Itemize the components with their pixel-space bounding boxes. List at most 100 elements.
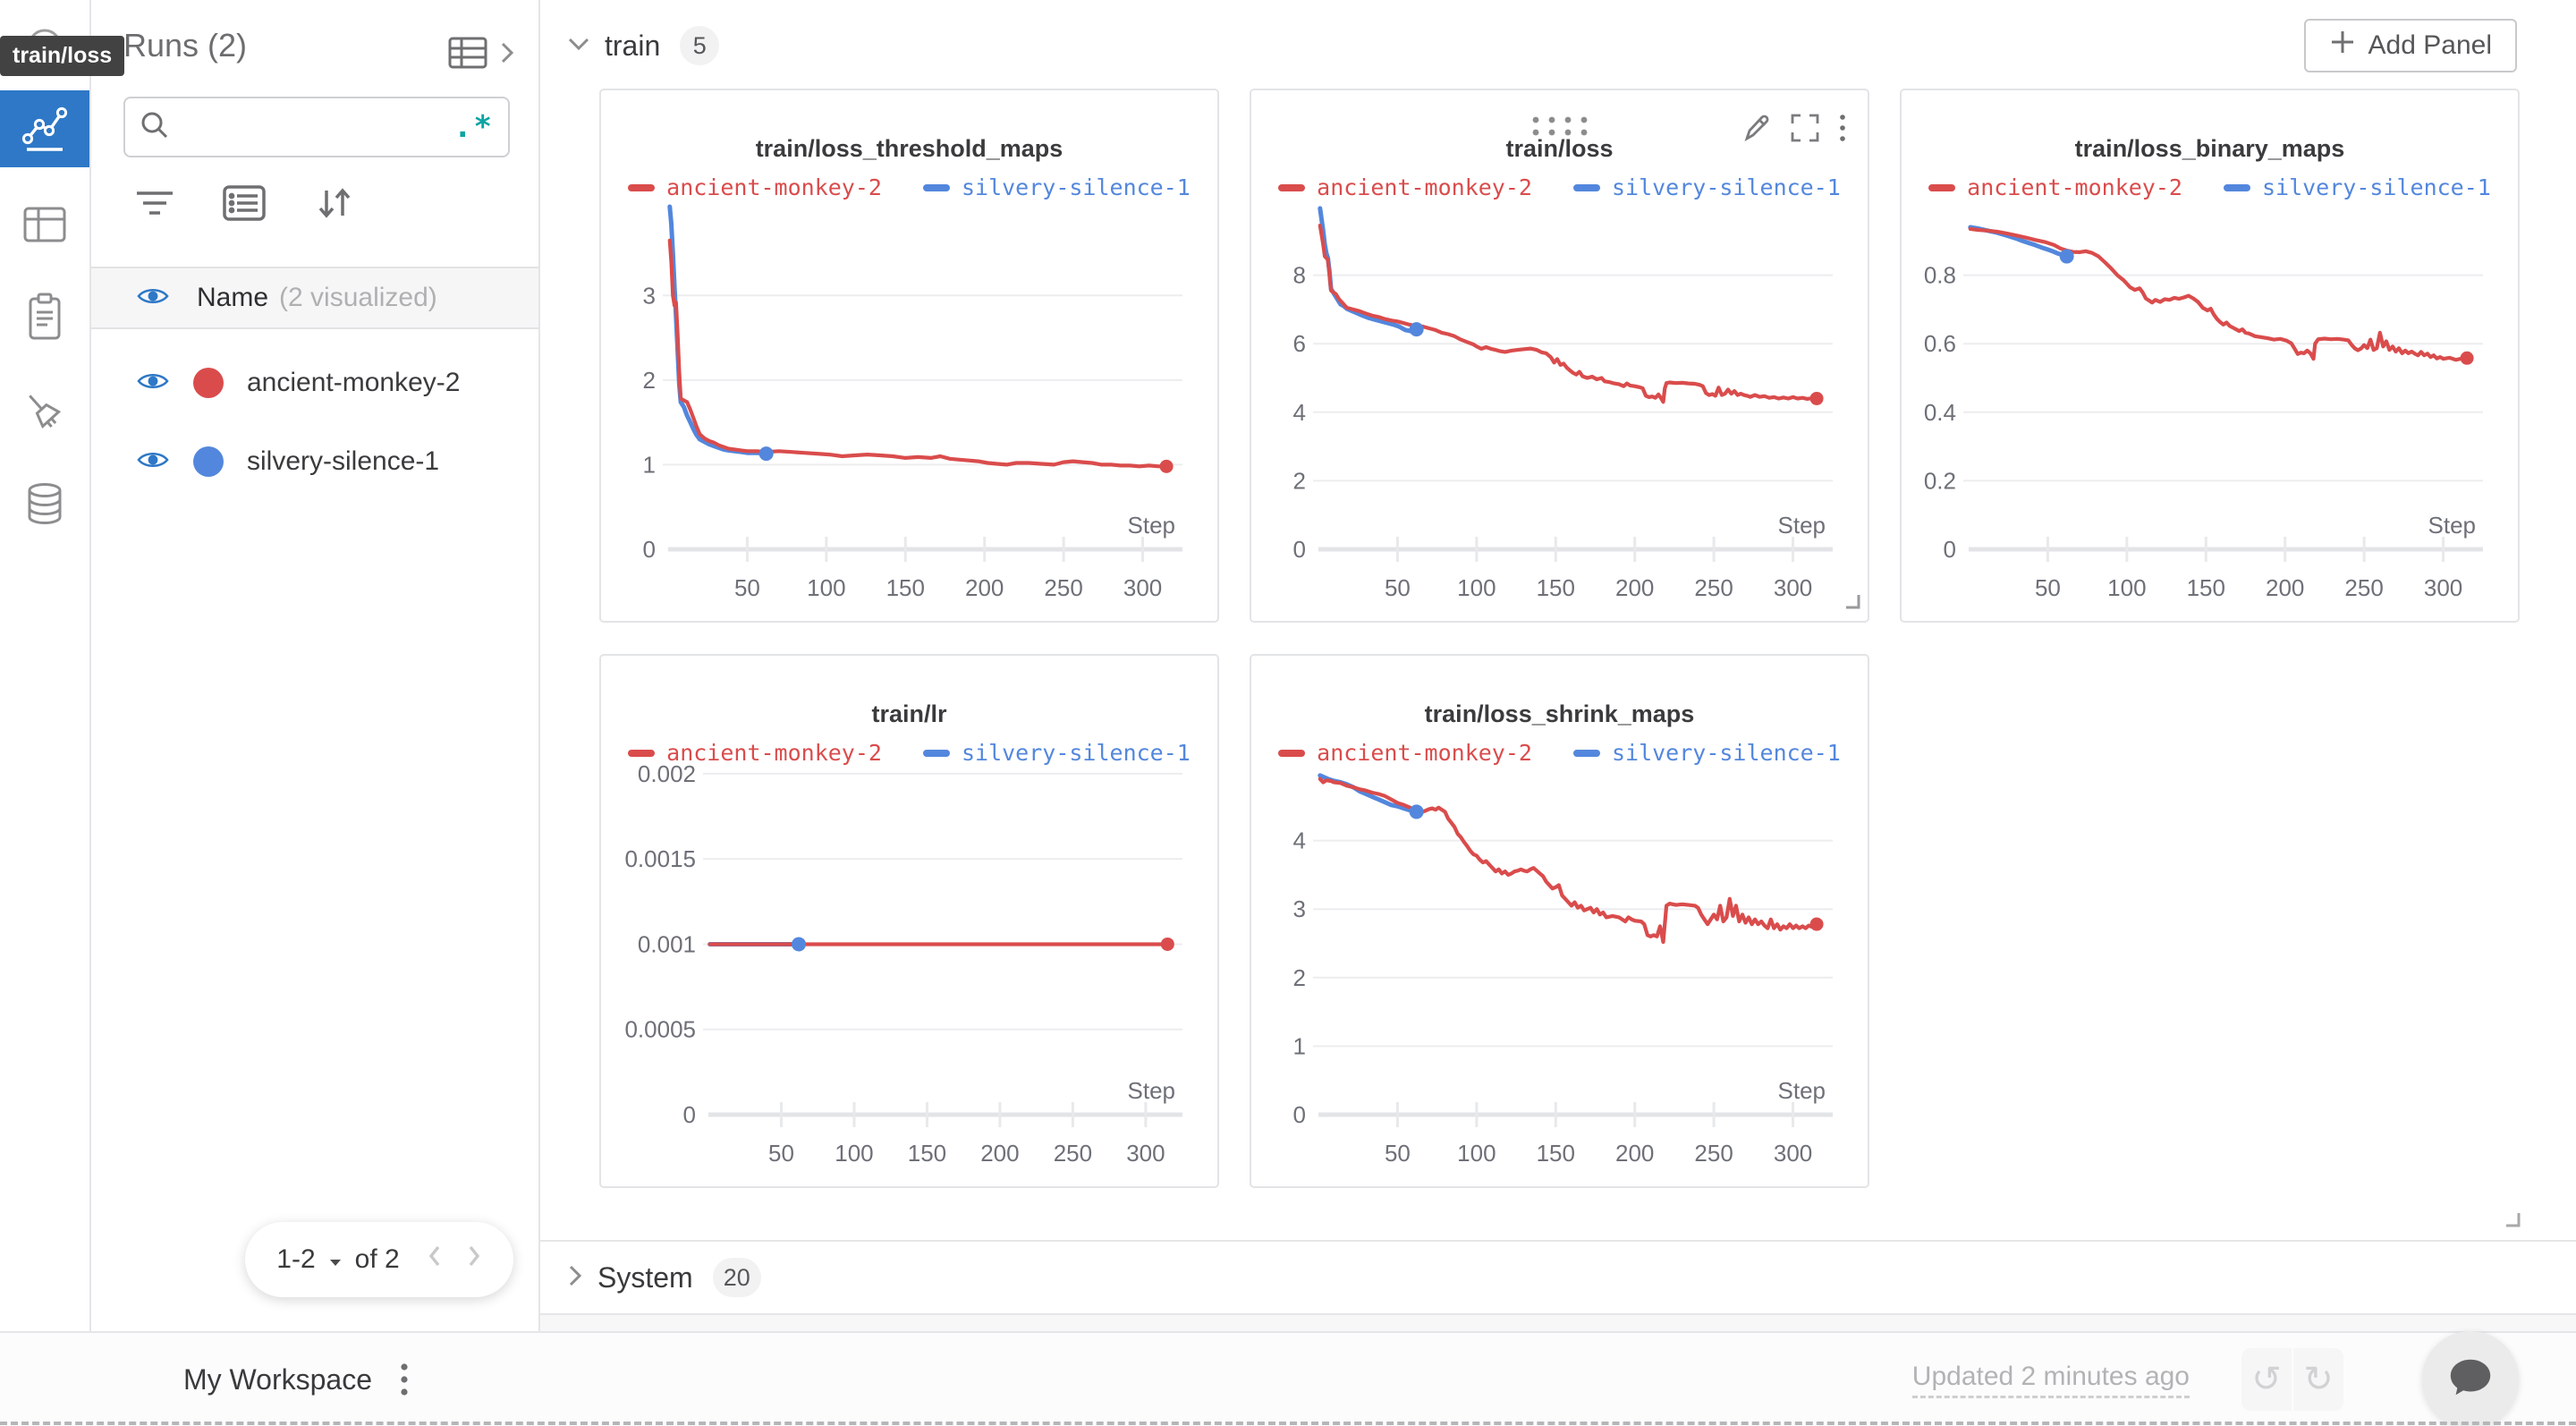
chart-legend: ancient-monkey-2 silvery-silence-1 — [601, 174, 1217, 200]
below-system-area — [540, 1315, 2576, 1331]
filter-funnel-button[interactable] — [134, 189, 175, 222]
nav-item-sweeps[interactable] — [0, 376, 89, 453]
eye-icon[interactable] — [136, 448, 170, 476]
workspace-menu-kebab-icon[interactable] — [399, 1360, 410, 1399]
legend-entry[interactable]: silvery-silence-1 — [1572, 174, 1841, 200]
eye-icon[interactable] — [136, 369, 170, 397]
runs-pagination: 1-2 of 2 — [245, 1222, 513, 1297]
legend-entry[interactable]: silvery-silence-1 — [1572, 740, 1841, 766]
svg-text:200: 200 — [965, 574, 1004, 601]
svg-text:Step: Step — [1778, 512, 1826, 539]
legend-entry[interactable]: ancient-monkey-2 — [628, 174, 882, 200]
legend-entry[interactable]: silvery-silence-1 — [922, 174, 1191, 200]
svg-text:200: 200 — [1615, 574, 1654, 601]
run-search: .* — [123, 97, 510, 157]
line-chart[interactable]: 0 2 4 6 8 50 100 150 200 250 300 Step — [1251, 90, 1871, 624]
legend-entry[interactable]: ancient-monkey-2 — [1278, 174, 1532, 200]
train-section-label: train — [605, 29, 661, 62]
visualized-header-row[interactable]: Name (2 visualized) — [91, 267, 538, 329]
run-color-dot — [193, 446, 224, 477]
chart-legend: ancient-monkey-2 silvery-silence-1 — [1251, 740, 1868, 766]
run-row-silvery-silence-1[interactable]: silvery-silence-1 — [91, 428, 538, 496]
svg-text:4: 4 — [1293, 399, 1306, 426]
svg-text:Step: Step — [1128, 512, 1176, 539]
chart-panel-loss-shrink-maps: train/loss_shrink_maps ancient-monkey-2 … — [1250, 654, 1869, 1188]
svg-text:Step: Step — [2428, 512, 2477, 539]
undo-button[interactable]: ↺ — [2241, 1348, 2292, 1411]
legend-swatch-icon — [2223, 183, 2250, 191]
line-chart[interactable]: 0 0.2 0.4 0.6 0.8 50 100 150 200 250 300 Step — [1902, 90, 2521, 624]
svg-text:Step: Step — [1128, 1077, 1176, 1104]
runs-filter-row — [134, 184, 356, 226]
svg-text:250: 250 — [1054, 1140, 1092, 1167]
svg-text:100: 100 — [1457, 574, 1496, 601]
nav-item-table[interactable] — [0, 188, 89, 265]
nav-item-logs[interactable] — [0, 280, 89, 357]
add-panel-button[interactable]: Add Panel — [2303, 19, 2517, 72]
legend-entry[interactable]: silvery-silence-1 — [922, 740, 1191, 766]
svg-text:2: 2 — [643, 367, 656, 394]
legend-entry[interactable]: ancient-monkey-2 — [1928, 174, 2182, 200]
kebab-menu-icon[interactable] — [1837, 110, 1848, 150]
visualized-count: (2 visualized) — [279, 283, 437, 312]
chat-support-button[interactable] — [2422, 1331, 2519, 1426]
svg-text:150: 150 — [1537, 1140, 1575, 1167]
chevron-down-icon — [567, 36, 590, 56]
legend-entry[interactable]: ancient-monkey-2 — [628, 740, 882, 766]
run-search-input[interactable] — [182, 113, 454, 141]
train-section-header[interactable]: train 5 Add Panel — [567, 18, 2517, 73]
chart-legend: ancient-monkey-2 silvery-silence-1 — [601, 740, 1217, 766]
chart-panel-lr: train/lr ancient-monkey-2 silvery-silenc… — [599, 654, 1219, 1188]
visualized-label: Name — [197, 283, 269, 312]
line-chart[interactable]: 0 1 2 3 4 50 100 150 200 250 300 Step — [1251, 656, 1871, 1190]
svg-text:200: 200 — [980, 1140, 1019, 1167]
nav-item-artifacts[interactable] — [0, 468, 89, 545]
svg-text:300: 300 — [1123, 574, 1162, 601]
footer-bar: My Workspace Updated 2 minutes ago ↺ ↻ — [0, 1331, 2576, 1426]
run-name[interactable]: silvery-silence-1 — [247, 446, 440, 476]
svg-text:300: 300 — [1774, 574, 1812, 601]
legend-entry[interactable]: silvery-silence-1 — [2223, 174, 2491, 200]
panels-workspace: train 5 Add Panel train/loss_threshold_m… — [540, 0, 2576, 1331]
svg-text:0.0015: 0.0015 — [624, 845, 696, 872]
prev-page-button[interactable] — [427, 1243, 443, 1277]
svg-text:3: 3 — [643, 282, 656, 309]
svg-text:150: 150 — [908, 1140, 946, 1167]
drag-handle-icon[interactable] — [1251, 108, 1868, 144]
next-page-button[interactable] — [466, 1243, 482, 1277]
line-chart[interactable]: 0 0.0005 0.001 0.0015 0.002 50 100 150 200 250 300… — [601, 656, 1221, 1190]
svg-text:250: 250 — [1694, 1140, 1733, 1167]
redo-button[interactable]: ↻ — [2293, 1348, 2343, 1411]
svg-text:250: 250 — [1694, 574, 1733, 601]
legend-swatch-icon — [922, 183, 950, 191]
svg-text:300: 300 — [1774, 1140, 1812, 1167]
database-icon — [18, 478, 72, 536]
svg-text:2: 2 — [1293, 964, 1306, 991]
svg-text:250: 250 — [1044, 574, 1082, 601]
runs-panel-title: Runs (2) — [123, 27, 248, 64]
fullscreen-icon[interactable] — [1789, 112, 1821, 149]
runs-table-expand-button[interactable] — [447, 32, 515, 78]
section-resize-handle[interactable] — [2499, 1206, 2522, 1234]
eye-icon[interactable] — [136, 284, 170, 312]
chart-panel-loss-threshold-maps: train/loss_threshold_maps ancient-monkey… — [599, 89, 1219, 623]
run-name[interactable]: ancient-monkey-2 — [247, 368, 461, 397]
run-row-ancient-monkey-2[interactable]: ancient-monkey-2 — [91, 349, 538, 417]
chevron-right-icon — [499, 38, 515, 72]
system-section-header[interactable]: System 20 — [540, 1240, 2576, 1315]
edit-pencil-icon[interactable] — [1741, 112, 1773, 149]
svg-text:0.002: 0.002 — [638, 760, 696, 787]
regex-toggle-button[interactable]: .* — [453, 109, 494, 145]
panel-resize-handle[interactable] — [1841, 590, 1862, 615]
page-size-caret-icon[interactable] — [328, 1244, 343, 1275]
sort-button[interactable] — [313, 185, 356, 225]
legend-entry[interactable]: ancient-monkey-2 — [1278, 740, 1532, 766]
group-list-button[interactable] — [222, 184, 267, 226]
runs-sidebar: Runs (2) .* — [91, 0, 540, 1331]
nav-item-workspace-charts[interactable] — [0, 90, 89, 167]
line-chart[interactable]: 0 1 2 3 50 100 150 200 250 300 Step — [601, 90, 1221, 624]
svg-text:150: 150 — [1537, 574, 1575, 601]
page-range[interactable]: 1-2 — [276, 1244, 316, 1274]
chart-title: train/loss — [1505, 135, 1614, 162]
